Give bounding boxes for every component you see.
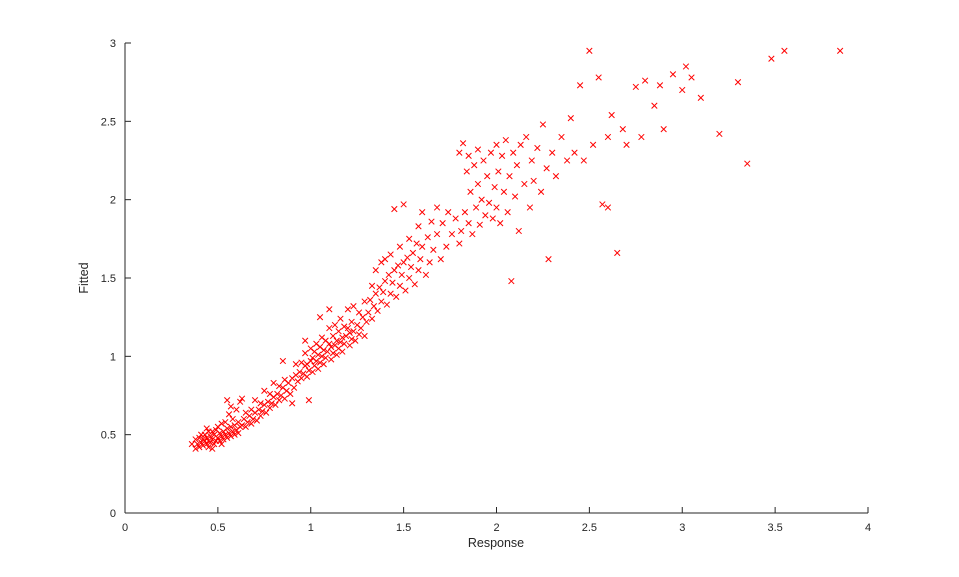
tick-marks: 0 0.5 1 1.5 2 2.5 3 3.5 4 0 0.5 1 1.5 2 2.5 3 xyxy=(101,38,871,534)
y-tick-label: 1 xyxy=(110,351,116,363)
scatter-points xyxy=(188,47,844,452)
y-tick-label: 3 xyxy=(110,38,116,50)
x-y-axes xyxy=(124,43,868,514)
x-axis-label: Response xyxy=(468,536,524,550)
y-tick-label: 2 xyxy=(110,195,116,207)
y-tick-label: 1.5 xyxy=(101,273,116,285)
x-tick-label: 0 xyxy=(122,522,128,534)
x-tick-label: 1.5 xyxy=(396,522,411,534)
x-tick-label: 1 xyxy=(308,522,314,534)
x-tick-label: 3.5 xyxy=(767,522,782,534)
x-tick-label: 4 xyxy=(865,522,871,534)
x-tick-label: 0.5 xyxy=(210,522,225,534)
x-tick-label: 3 xyxy=(679,522,685,534)
y-tick-label: 2.5 xyxy=(101,116,116,128)
y-axis-label: Fitted xyxy=(77,262,91,293)
x-tick-label: 2 xyxy=(493,522,499,534)
y-tick-label: 0.5 xyxy=(101,430,116,442)
y-tick-label: 0 xyxy=(110,508,116,520)
x-tick-label: 2.5 xyxy=(582,522,597,534)
